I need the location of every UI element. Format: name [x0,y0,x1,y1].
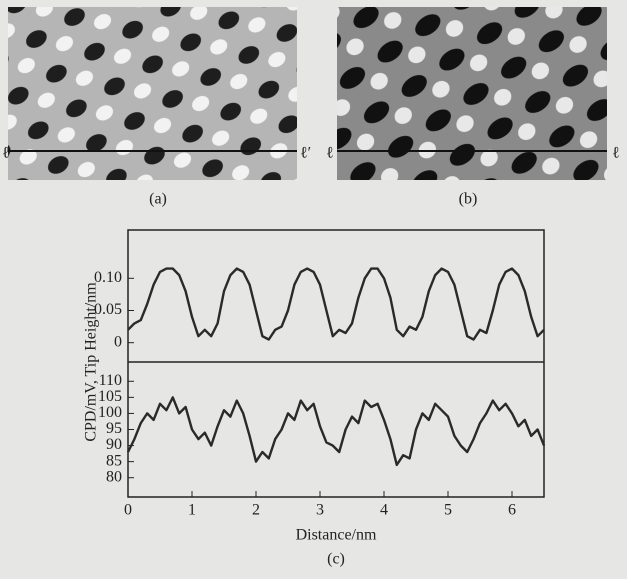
x-tick-label: 0 [124,502,132,519]
y-tick-label: 105 [98,388,122,405]
x-axis-title: Distance/nm [296,527,377,544]
x-tick-label: 5 [444,502,452,519]
line-end-label: ℓ′ [300,145,311,162]
caption: (c) [327,551,345,568]
line-end-label: ℓ [612,145,620,162]
data-line [127,267,545,341]
x-tick-label: 6 [508,502,516,519]
y-tick-label: 110 [99,372,122,389]
y-tick-label: 0 [114,333,122,350]
y-tick-label: 85 [106,452,122,469]
y-tick-label: 0.10 [94,269,122,286]
panel-label: (b) [459,191,478,208]
x-tick-label: 2 [252,502,260,519]
data-line [126,396,546,467]
y-tick-label: 80 [106,468,122,485]
y-axis-title: CPD/mV, Tip Height/nm [83,282,100,442]
y-tick-label: 90 [106,436,122,453]
y-tick-label: 95 [106,420,122,437]
y-tick-label: 0.05 [94,301,122,318]
x-tick-label: 3 [316,502,324,519]
stm-image-a [8,7,297,180]
plot-frame [127,229,545,498]
x-tick-label: 1 [188,502,196,519]
line-start-label: ℓ [326,145,334,162]
stm-image-b [337,7,607,180]
y-tick-label: 100 [98,404,122,421]
x-tick-label: 4 [380,502,388,519]
panel-label: (a) [149,191,167,208]
line-start-label: ℓ [2,145,10,162]
